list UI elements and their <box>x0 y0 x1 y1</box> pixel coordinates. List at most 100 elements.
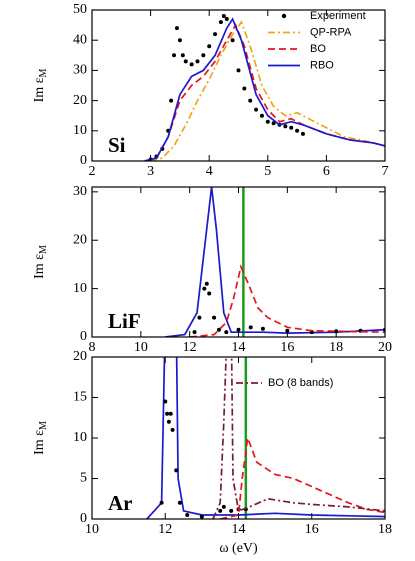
data-point <box>180 53 185 58</box>
legend-label: Experiment <box>310 10 366 22</box>
data-point <box>285 328 290 333</box>
data-point <box>283 124 288 129</box>
panel-label: Ar <box>108 491 133 515</box>
y-axis-label: Im εM <box>32 421 49 455</box>
data-point <box>254 107 259 112</box>
panel-label: Si <box>108 133 126 157</box>
data-point <box>221 14 226 19</box>
y-tick-label: 10 <box>73 430 87 445</box>
data-point <box>224 17 229 22</box>
x-tick-label: 14 <box>232 522 246 537</box>
data-point <box>199 514 204 519</box>
x-tick-label: 18 <box>378 522 392 537</box>
y-axis-label: Im εM <box>32 245 49 279</box>
data-point <box>189 62 194 67</box>
series-line <box>220 437 385 519</box>
data-point <box>207 291 212 296</box>
x-tick-label: 3 <box>147 164 154 179</box>
data-point <box>174 468 179 473</box>
series-line <box>144 23 385 161</box>
legend-label: BO <box>310 43 326 55</box>
y-axis-label: Im εM <box>32 68 49 102</box>
data-point <box>289 125 294 130</box>
series-line <box>144 17 385 161</box>
data-point <box>213 32 218 37</box>
data-point <box>242 86 247 91</box>
data-point <box>230 38 235 43</box>
plot-area <box>165 187 385 337</box>
y-tick-label: 10 <box>73 123 87 138</box>
data-point <box>201 53 206 58</box>
data-point <box>260 326 265 331</box>
legend-label: BO (8 bands) <box>268 377 333 389</box>
data-point <box>169 98 174 103</box>
y-tick-label: 0 <box>80 329 87 344</box>
data-point <box>159 500 164 505</box>
series-line <box>146 357 385 519</box>
data-point <box>295 128 300 133</box>
x-tick-label: 16 <box>305 522 319 537</box>
data-point <box>207 44 212 49</box>
x-tick-label: 12 <box>183 340 197 355</box>
data-point <box>177 500 182 505</box>
data-point <box>183 59 188 64</box>
y-tick-label: 40 <box>73 32 87 47</box>
x-tick-label: 12 <box>158 522 172 537</box>
data-point <box>300 131 305 136</box>
x-tick-label: 14 <box>232 340 246 355</box>
y-tick-label: 50 <box>73 2 87 17</box>
y-tick-label: 15 <box>73 390 87 405</box>
data-point <box>165 411 170 416</box>
y-label-main: Im ε <box>32 430 47 455</box>
y-label-sub: M <box>38 421 49 430</box>
data-point <box>271 121 276 126</box>
plot-area <box>146 357 385 519</box>
data-point <box>236 327 241 332</box>
data-point <box>265 119 270 124</box>
data-point <box>197 315 202 320</box>
y-tick-label: 30 <box>73 63 87 78</box>
series-line <box>165 187 385 337</box>
data-point <box>218 508 223 513</box>
data-point <box>172 53 177 58</box>
legend-label: RBO <box>310 59 334 71</box>
series-line <box>189 264 385 337</box>
data-point <box>216 327 221 332</box>
data-point <box>248 98 253 103</box>
data-point <box>174 26 179 31</box>
x-tick-label: 7 <box>382 164 389 179</box>
y-tick-label: 30 <box>73 184 87 199</box>
x-tick-label: 18 <box>329 340 343 355</box>
plot-frame <box>91 186 386 338</box>
data-point <box>218 20 223 25</box>
y-tick-label: 20 <box>73 232 87 247</box>
panel-label: LiF <box>108 309 141 333</box>
series-line <box>150 20 385 161</box>
data-point <box>212 315 217 320</box>
x-axis-label: ω (eV) <box>219 541 258 556</box>
data-point <box>170 427 175 432</box>
y-tick-label: 20 <box>73 93 87 108</box>
data-point <box>185 512 190 517</box>
data-point <box>168 411 173 416</box>
plot-area <box>144 14 385 161</box>
data-point <box>224 330 229 335</box>
y-label-main: Im ε <box>32 254 47 279</box>
data-point <box>229 508 234 513</box>
data-point <box>236 68 241 73</box>
data-point <box>204 281 209 286</box>
x-tick-label: 6 <box>323 164 330 179</box>
x-tick-label: 4 <box>206 164 213 179</box>
x-tick-label: 10 <box>134 340 148 355</box>
data-point <box>166 419 171 424</box>
plot-frame <box>91 356 386 520</box>
y-tick-label: 0 <box>80 511 87 526</box>
x-tick-label: 5 <box>264 164 271 179</box>
x-tick-label: 10 <box>85 522 99 537</box>
data-point <box>202 286 207 291</box>
data-point <box>192 330 197 335</box>
y-label-sub: M <box>38 68 49 77</box>
y-label-main: Im ε <box>32 77 47 102</box>
y-tick-label: 20 <box>73 349 87 364</box>
